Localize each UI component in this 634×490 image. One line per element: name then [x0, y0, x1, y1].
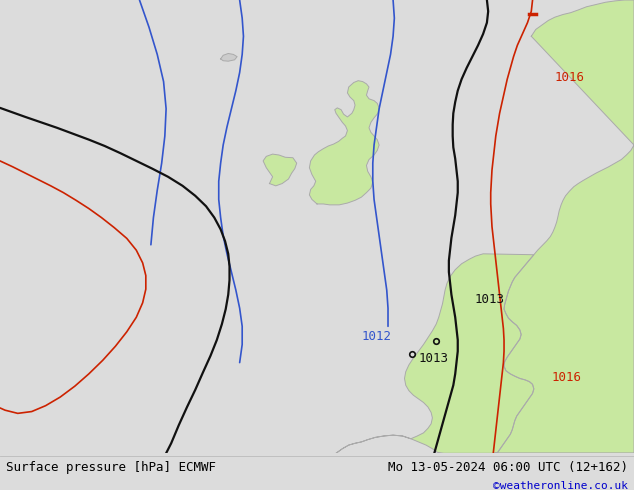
Polygon shape — [221, 53, 237, 61]
Polygon shape — [263, 154, 297, 186]
Text: 1012: 1012 — [361, 330, 391, 343]
Text: Mo 13-05-2024 06:00 UTC (12+162): Mo 13-05-2024 06:00 UTC (12+162) — [387, 462, 628, 474]
Text: Surface pressure [hPa] ECMWF: Surface pressure [hPa] ECMWF — [6, 462, 216, 474]
Text: 1016: 1016 — [555, 71, 585, 84]
Text: 1013: 1013 — [474, 293, 504, 306]
Text: 1016: 1016 — [552, 370, 581, 384]
Polygon shape — [309, 81, 379, 205]
Text: 1013: 1013 — [418, 352, 448, 366]
Polygon shape — [495, 0, 634, 453]
Polygon shape — [336, 254, 634, 453]
Text: ©weatheronline.co.uk: ©weatheronline.co.uk — [493, 481, 628, 490]
